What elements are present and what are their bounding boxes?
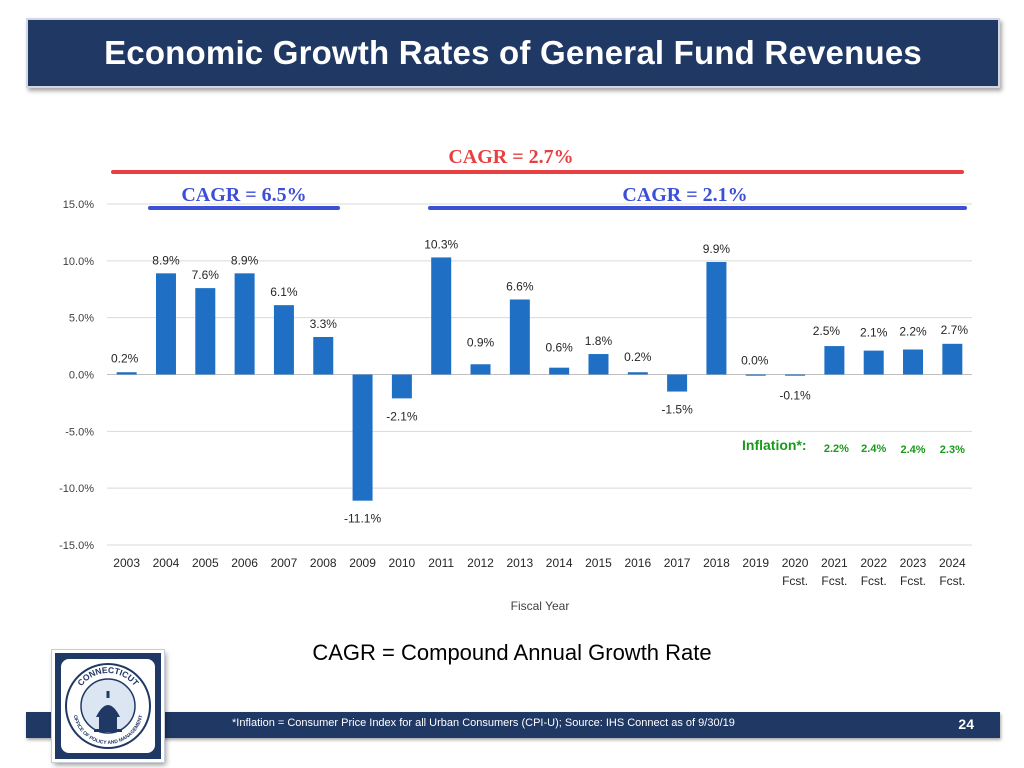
bar-2005 <box>195 288 216 375</box>
x-tick-label: 2018 <box>703 556 730 570</box>
bar-2017 <box>667 374 688 392</box>
x-tick-label: 2011 <box>428 556 454 570</box>
data-label: 8.9% <box>231 253 259 267</box>
data-label: 7.6% <box>192 268 220 282</box>
data-label: 10.3% <box>424 237 458 251</box>
x-tick-sublabel: Fcst. <box>821 574 847 588</box>
footer-bar: *Inflation = Consumer Price Index for al… <box>26 712 1000 738</box>
y-tick-label: 10.0% <box>63 256 94 268</box>
inflation-value: 2.4% <box>861 443 886 455</box>
x-tick-sublabel: Fcst. <box>900 574 926 588</box>
data-label: 2.1% <box>860 326 888 340</box>
x-tick-label: 2017 <box>664 556 691 570</box>
cagr-label: CAGR = 2.7% <box>448 146 573 168</box>
x-tick-label: 2015 <box>585 556 612 570</box>
x-tick-label: 2012 <box>467 556 494 570</box>
bar-2006 <box>234 273 255 375</box>
data-label: -0.1% <box>779 389 811 403</box>
x-tick-label: 2010 <box>389 556 416 570</box>
y-tick-label: 15.0% <box>63 199 94 211</box>
inflation-label: Inflation*: <box>742 437 807 453</box>
x-tick-label: 2022 <box>860 556 887 570</box>
data-label: 2.2% <box>899 324 927 338</box>
data-label: 2.7% <box>941 323 969 337</box>
inflation-value: 2.2% <box>824 443 849 455</box>
bar-2003 <box>116 372 137 375</box>
y-tick-label: 5.0% <box>69 313 94 325</box>
x-tick-sublabel: Fcst. <box>939 574 965 588</box>
y-tick-label: 0.0% <box>69 370 94 382</box>
inflation-value: 2.4% <box>900 444 925 456</box>
data-label: -2.1% <box>386 409 418 423</box>
x-tick-label: 2021 <box>821 556 848 570</box>
bar-2016 <box>627 372 648 375</box>
cagr-definition: CAGR = Compound Annual Growth Rate <box>312 640 712 665</box>
data-label: -11.1% <box>344 512 381 526</box>
y-tick-label: -5.0% <box>65 426 94 438</box>
data-label: 9.9% <box>703 242 731 256</box>
x-tick-sublabel: Fcst. <box>782 574 808 588</box>
inflation-value: 2.3% <box>940 444 965 456</box>
x-tick-label: 2007 <box>271 556 298 570</box>
x-tick-sublabel: Fcst. <box>861 574 887 588</box>
bar-2024 <box>942 343 963 375</box>
x-tick-label: 2024 <box>939 556 966 570</box>
ct-opm-seal-icon: CONNECTICUT OFFICE OF POLICY AND MANAGEM… <box>61 659 155 753</box>
title-bar: Economic Growth Rates of General Fund Re… <box>26 18 1000 88</box>
bar-2010 <box>391 374 412 399</box>
x-tick-label: 2016 <box>624 556 651 570</box>
bar-2011 <box>431 257 452 375</box>
cagr-label: CAGR = 6.5% <box>181 184 306 206</box>
x-tick-label: 2008 <box>310 556 337 570</box>
data-label: 0.2% <box>624 350 652 364</box>
data-label: 0.9% <box>467 335 495 349</box>
bar-2020 <box>785 374 806 376</box>
x-tick-label: 2023 <box>900 556 927 570</box>
x-tick-label: 2019 <box>742 556 769 570</box>
bar-2023 <box>903 349 924 375</box>
x-tick-label: 2006 <box>231 556 258 570</box>
x-tick-label: 2020 <box>782 556 809 570</box>
bar-2015 <box>588 354 609 375</box>
bar-2008 <box>313 336 334 375</box>
x-tick-label: 2004 <box>153 556 180 570</box>
bar-2013 <box>509 299 530 375</box>
bar-2018 <box>706 261 727 375</box>
x-axis-title: Fiscal Year <box>511 599 570 613</box>
bar-2004 <box>155 273 176 375</box>
data-label: 1.8% <box>585 334 613 348</box>
data-label: 0.2% <box>111 352 139 366</box>
cagr-label: CAGR = 2.1% <box>622 184 747 206</box>
x-tick-label: 2005 <box>192 556 219 570</box>
x-tick-label: 2009 <box>349 556 376 570</box>
page-title: Economic Growth Rates of General Fund Re… <box>104 34 922 71</box>
data-label: 8.9% <box>152 253 180 267</box>
data-label: 6.1% <box>270 285 298 299</box>
x-tick-label: 2003 <box>113 556 140 570</box>
opm-logo: CONNECTICUT OFFICE OF POLICY AND MANAGEM… <box>52 650 164 762</box>
bar-2021 <box>824 346 845 375</box>
data-label: -1.5% <box>661 403 693 417</box>
x-tick-label: 2014 <box>546 556 573 570</box>
x-tick-label: 2013 <box>506 556 533 570</box>
growth-rate-chart: 15.0% 10.0% 5.0% 0.0% -5.0% -10.0% -15.0% 0.2% 8… <box>59 146 972 613</box>
y-tick-label: -10.0% <box>59 483 94 495</box>
bar-2014 <box>549 367 570 375</box>
bar-2022 <box>863 350 884 375</box>
y-tick-label: -15.0% <box>59 540 94 552</box>
footnote: *Inflation = Consumer Price Index for al… <box>232 717 735 729</box>
bar-2007 <box>273 305 294 375</box>
data-label: 3.3% <box>310 317 338 331</box>
data-label: 0.0% <box>741 354 769 368</box>
bar-2012 <box>470 364 491 375</box>
data-label: 2.5% <box>813 324 841 338</box>
data-label: 6.6% <box>506 279 534 293</box>
bar-2019 <box>745 374 766 376</box>
data-label: 0.6% <box>545 341 573 355</box>
bar-2009 <box>352 374 373 501</box>
page-number: 24 <box>958 716 974 732</box>
